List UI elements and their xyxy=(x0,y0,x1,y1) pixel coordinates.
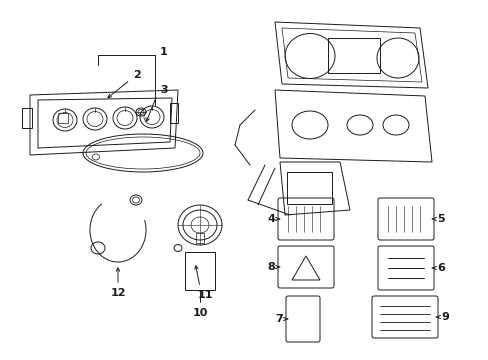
Bar xyxy=(170,103,178,123)
Text: 7: 7 xyxy=(275,314,283,324)
Text: 8: 8 xyxy=(267,262,274,272)
Text: 5: 5 xyxy=(436,214,444,224)
Text: 2: 2 xyxy=(133,70,141,80)
Bar xyxy=(184,252,215,290)
Text: 11: 11 xyxy=(197,290,212,300)
Bar xyxy=(327,38,379,73)
Bar xyxy=(58,113,68,123)
Text: 1: 1 xyxy=(160,47,167,57)
Text: 6: 6 xyxy=(436,263,444,273)
Text: 12: 12 xyxy=(110,288,125,298)
Bar xyxy=(286,172,331,204)
Text: 3: 3 xyxy=(160,85,167,95)
Text: 9: 9 xyxy=(440,312,448,322)
Text: 4: 4 xyxy=(266,214,274,224)
Bar xyxy=(196,233,203,243)
Text: 10: 10 xyxy=(192,308,207,318)
Bar xyxy=(22,108,32,128)
